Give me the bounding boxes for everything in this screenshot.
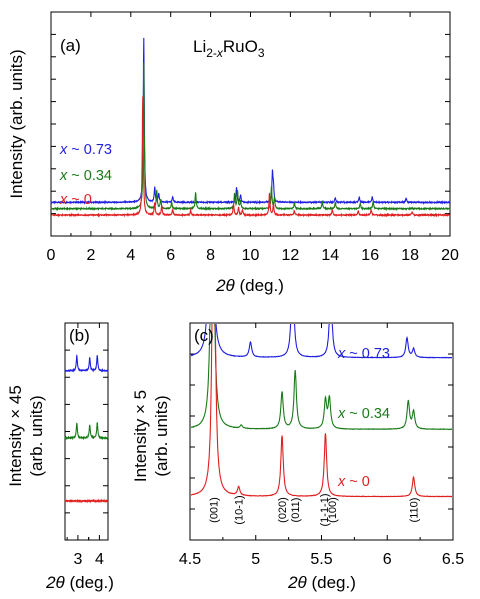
miller-index-label: (001) bbox=[209, 497, 221, 523]
panel-a-label-x073: x ~ 0.73 bbox=[59, 142, 112, 158]
x-tick-label: 6 bbox=[383, 551, 392, 568]
panel-c-y-ticks bbox=[190, 353, 453, 510]
miller-index-label: (020) bbox=[277, 497, 289, 523]
panel-a-label-x0: x ~ 0 bbox=[59, 192, 92, 208]
panel-c-label: (c) bbox=[194, 326, 214, 345]
panel-a-label-x034: x ~ 0.34 bbox=[59, 168, 112, 184]
panel-b-series bbox=[64, 354, 109, 504]
x-tick-label: 2 bbox=[86, 247, 95, 264]
panel-c-y-axis-label-line2: (arb. units) bbox=[152, 395, 171, 476]
panel-a-label: (a) bbox=[60, 36, 81, 55]
panel-c-x-ticks bbox=[189, 323, 454, 540]
series-line bbox=[64, 354, 109, 373]
x-tick-label: 20 bbox=[441, 247, 459, 264]
miller-index-label: (10-1) bbox=[234, 495, 246, 524]
panel-b-y-ticks bbox=[65, 349, 108, 514]
panel-b-x-axis-label: 2θ (deg.) bbox=[45, 573, 114, 592]
panel-c-series bbox=[191, 324, 452, 498]
x-tick-label: 6.5 bbox=[442, 551, 464, 568]
panel-c-label-x073: x ~ 0.73 bbox=[337, 346, 390, 362]
x-tick-label: 4 bbox=[95, 551, 104, 568]
panel-b-y-axis-label-line1: Intensity × 45 bbox=[6, 385, 25, 487]
panel-a-x-ticks bbox=[50, 12, 451, 236]
x-tick-label: 18 bbox=[401, 247, 419, 264]
panel-c-miller-indices: (001) (10-1) (020) (011) (1-1-1)(100) (110) bbox=[209, 493, 421, 526]
x-tick-label: 16 bbox=[361, 247, 379, 264]
x-tick-label: 6 bbox=[166, 247, 175, 264]
x-tick-label: 8 bbox=[206, 247, 215, 264]
panel-c-x-axis-label: 2θ (deg.) bbox=[287, 573, 356, 592]
panel-a-y-axis-label: Intensity (arb. units) bbox=[7, 49, 26, 198]
panel-b-label: (b) bbox=[69, 326, 90, 345]
x-tick-label: 12 bbox=[282, 247, 300, 264]
x-tick-label: 10 bbox=[242, 247, 260, 264]
series-line bbox=[191, 324, 452, 359]
x-tick-label: 4.5 bbox=[179, 551, 201, 568]
x-tick-label: 4 bbox=[126, 247, 135, 264]
series-line bbox=[64, 422, 109, 441]
panel-a-tick-labels: 0 2 4 6 8 10 12 14 16 18 20 bbox=[47, 247, 459, 264]
miller-index-label: (100) bbox=[327, 497, 339, 523]
panel-a: 0 2 4 6 8 10 12 14 16 18 20 (a) Li2-xRuO3 Intensit… bbox=[7, 11, 459, 295]
x-tick-label: 0 bbox=[47, 247, 56, 264]
series-line bbox=[64, 498, 109, 504]
compound-label: Li2-xRuO3 bbox=[193, 37, 265, 60]
x-tick-label: 5.5 bbox=[310, 551, 332, 568]
panel-c-tick-labels: 4.5 5 5.5 6 6.5 bbox=[179, 551, 464, 568]
panel-a-series bbox=[50, 37, 451, 218]
panel-c-y-axis-label-line1: Intensity × 5 bbox=[131, 390, 150, 482]
panel-c-label-x0: x ~ 0 bbox=[337, 474, 370, 490]
series-line bbox=[191, 324, 452, 498]
panel-c-series-labels: x ~ 0.73 x ~ 0.34 x ~ 0 bbox=[337, 346, 390, 490]
panel-b-x-ticks bbox=[66, 323, 100, 540]
panel-c: 4.5 5 5.5 6 6.5 (001) (10-1) (020) (011) (1-1-1)… bbox=[131, 322, 464, 592]
panel-b-frame bbox=[64, 322, 109, 541]
x-tick-label: 5 bbox=[251, 551, 260, 568]
panel-b-y-axis-label-line2: (arb. units) bbox=[27, 395, 46, 476]
series-line bbox=[191, 324, 452, 431]
miller-index-label: (1-1-1) bbox=[319, 493, 331, 526]
panel-c-label-x034: x ~ 0.34 bbox=[337, 406, 390, 422]
panel-a-y-ticks bbox=[51, 33, 450, 215]
series-line bbox=[50, 62, 451, 212]
series-line bbox=[50, 37, 451, 205]
miller-index-label: (110) bbox=[409, 498, 421, 523]
series-line bbox=[50, 96, 451, 218]
panel-a-x-axis-label: 2θ (deg.) bbox=[215, 276, 284, 295]
x-tick-label: 3 bbox=[73, 551, 82, 568]
miller-index-label: (011) bbox=[290, 498, 302, 523]
x-tick-label: 14 bbox=[321, 247, 339, 264]
panel-a-series-labels: x ~ 0.73 x ~ 0.34 x ~ 0 bbox=[59, 142, 112, 208]
